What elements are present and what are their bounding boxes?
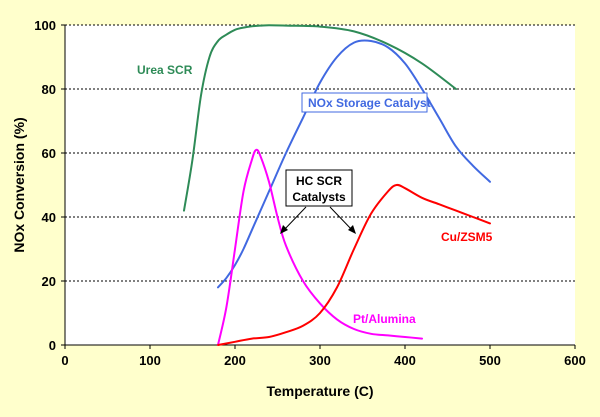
- label-nox-storage-catalyst: NOx Storage Catalyst: [308, 96, 431, 110]
- label-cu-zsm5: Cu/ZSM5: [441, 230, 493, 244]
- y-tick-label: 0: [49, 338, 56, 353]
- y-tick-label: 20: [42, 274, 56, 289]
- y-tick-labels: 0 20 40 60 80 100: [34, 18, 56, 353]
- annotation-line-2: Catalysts: [292, 190, 346, 204]
- x-axis-title: Temperature (C): [266, 383, 373, 399]
- axes: [61, 24, 576, 349]
- annotation-box: [285, 169, 353, 207]
- annotation-arrowhead-left: [280, 225, 288, 234]
- gridlines: [65, 24, 575, 282]
- y-tick-label: 40: [42, 210, 56, 225]
- series-line-1: [217, 39, 491, 289]
- y-tick-label: 80: [42, 82, 56, 97]
- annotation-arrow-left: [282, 206, 307, 232]
- x-tick-label: 0: [61, 353, 68, 368]
- x-tick-label: 400: [394, 353, 416, 368]
- x-tick-label: 100: [139, 353, 161, 368]
- annotation-line-1: HC SCR: [296, 174, 342, 188]
- series-line-3: [217, 183, 491, 346]
- label-box-nox-storage: [301, 92, 428, 113]
- annotation-arrowhead-right: [348, 225, 356, 234]
- x-tick-label: 300: [309, 353, 331, 368]
- x-tick-label: 600: [564, 353, 586, 368]
- y-tick-label: 100: [34, 18, 56, 33]
- label-pt-alumina: Pt/Alumina: [353, 312, 416, 326]
- label-urea-scr: Urea SCR: [137, 63, 193, 77]
- x-tick-labels: 0 100 200 300 400 500 600: [61, 353, 585, 368]
- y-tick-label: 60: [42, 146, 56, 161]
- x-tick-label: 200: [224, 353, 246, 368]
- annotation-arrow-right: [329, 206, 354, 232]
- series-lines: [183, 24, 491, 346]
- series-line-0: [183, 24, 457, 212]
- x-tick-label: 500: [479, 353, 501, 368]
- y-axis-title: NOx Conversion (%): [11, 117, 27, 252]
